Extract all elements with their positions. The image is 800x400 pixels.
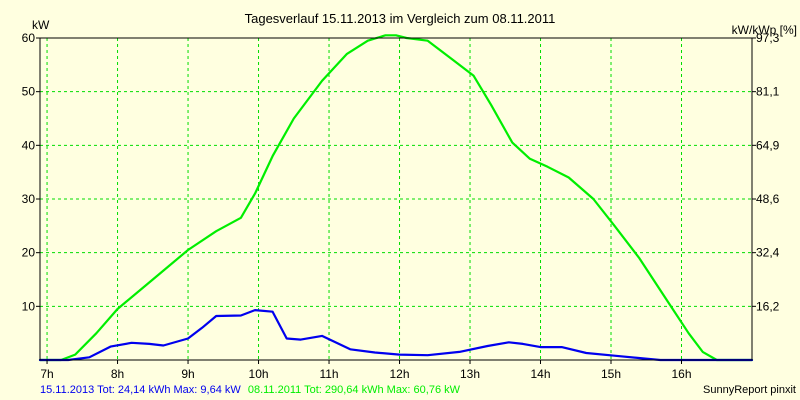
series-line-08.11.2011	[38, 34, 754, 362]
y-right-tick-label-48,6: 48,6	[756, 192, 780, 206]
y-axis-left-ticks: 60 50 40 30 20 10	[22, 31, 40, 313]
x-tick-label-11h: 11h	[319, 367, 338, 381]
y-right-tick-label-81,1: 81,1	[756, 85, 780, 99]
series-lines	[38, 34, 754, 362]
y-axis-right-label: kW/kWp [%]	[732, 23, 797, 37]
legend-series-2011: 08.11.2011 Tot: 290,64 kWh Max: 60,76 kW	[248, 384, 461, 396]
x-tick-label-13h: 13h	[460, 367, 480, 381]
y-left-tick-label-10: 10	[22, 299, 36, 313]
x-tick-label-12h: 12h	[390, 367, 410, 381]
x-tick-label-9h: 9h	[181, 367, 194, 381]
y-right-tick-label-32,4: 32,4	[756, 246, 780, 260]
x-tick-label-16h: 16h	[671, 367, 691, 381]
y-right-tick-label-64,9: 64,9	[756, 138, 780, 152]
x-axis-ticks: 7h 8h 9h 10h 11h 12h 13h 14h 15h 16h	[40, 360, 692, 381]
chart-title: Tagesverlauf 15.11.2013 im Vergleich zum…	[245, 11, 556, 26]
y-left-tick-label-20: 20	[22, 246, 36, 260]
x-tick-label-7h: 7h	[40, 367, 53, 381]
y-right-tick-label-97,3: 97,3	[756, 31, 780, 45]
x-tick-label-14h: 14h	[530, 367, 550, 381]
x-tick-label-8h: 8h	[111, 367, 124, 381]
y-left-tick-label-40: 40	[22, 138, 36, 152]
brand-text: SunnyReport pinxit	[703, 384, 796, 396]
y-left-tick-label-60: 60	[22, 31, 36, 45]
x-tick-label-10h: 10h	[249, 367, 269, 381]
y-right-tick-label-16,2: 16,2	[756, 299, 780, 313]
y-left-tick-label-30: 30	[22, 192, 36, 206]
legend-series-2013: 15.11.2013 Tot: 24,14 kWh Max: 9,64 kW	[40, 384, 241, 396]
x-tick-label-15h: 15h	[601, 367, 621, 381]
legend-line: 15.11.2013 Tot: 24,14 kWh Max: 9,64 kW 0…	[40, 384, 461, 396]
series-line-15.11.2013	[38, 309, 754, 362]
y-axis-right-ticks: 97,3 81,1 64,9 48,6 32,4 16,2	[752, 31, 780, 313]
y-axis-left-label: kW	[32, 18, 50, 32]
y-left-tick-label-50: 50	[22, 85, 36, 99]
